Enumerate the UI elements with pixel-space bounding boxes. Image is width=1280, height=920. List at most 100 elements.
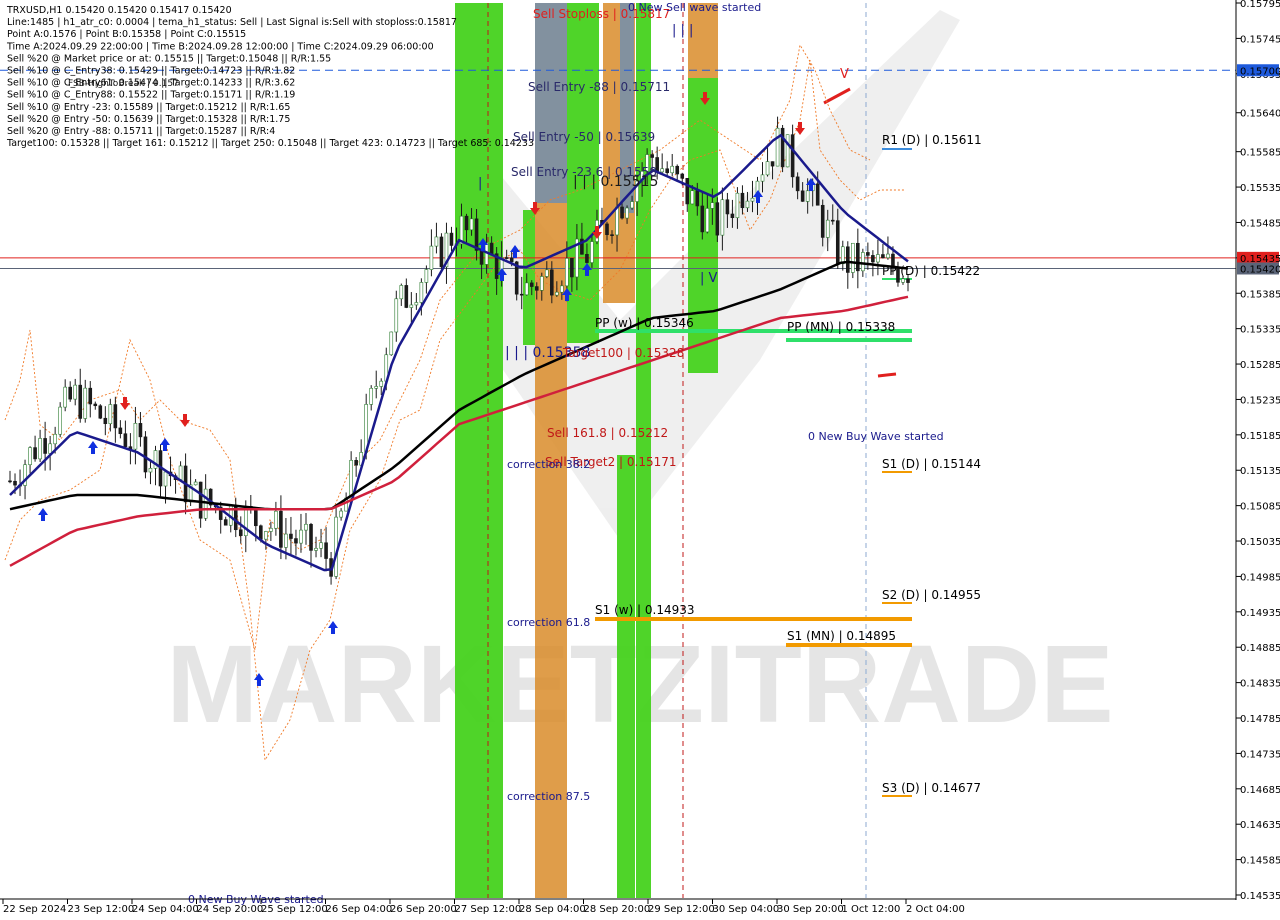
y-tick-label: 0.14635 — [1240, 820, 1280, 831]
candle-body — [354, 460, 358, 466]
candle-body — [580, 238, 584, 255]
candle-body — [469, 218, 474, 231]
candle-body — [805, 190, 810, 202]
candle-body — [339, 510, 343, 518]
info-panel: TRXUSD,H1 0.15420 0.15420 0.15417 0.1542… — [6, 5, 534, 149]
candle-body — [790, 134, 795, 178]
label-pp-daily: PP (D) | 0.15422 — [882, 264, 980, 278]
candle-body — [439, 236, 444, 268]
candle-body — [73, 384, 78, 400]
candle-body — [514, 261, 519, 295]
candle-body — [660, 168, 664, 173]
x-tick-label: 26 Sep 04:00 — [326, 904, 393, 915]
y-tick-label: 0.15185 — [1240, 431, 1280, 442]
candle-body — [886, 253, 890, 259]
x-tick-label: 27 Sep 12:00 — [455, 904, 522, 915]
annotations: Sell Stoploss | 0.15817 0 New Sell wave … — [68, 1, 944, 906]
candle-body — [369, 387, 374, 405]
info-line: Time A:2024.09.29 22:00:00 | Time B:2024… — [6, 41, 434, 52]
x-tick-label: 2 Oct 04:00 — [906, 904, 965, 915]
candle-body — [800, 190, 805, 202]
y-tick-label: 0.15795 — [1240, 0, 1280, 10]
candle-body — [414, 302, 419, 306]
candle-body — [544, 269, 549, 277]
x-tick-label: 29 Sep 12:00 — [648, 904, 715, 915]
x-tick-label: 30 Sep 20:00 — [777, 904, 844, 915]
y-tick-label: 0.15235 — [1240, 395, 1280, 406]
candle-body — [575, 238, 579, 278]
candle-body — [560, 285, 564, 293]
candle-body — [93, 403, 98, 407]
candle-body — [424, 269, 429, 283]
red-marker-low — [877, 372, 897, 378]
candle-body — [98, 405, 103, 419]
candle-body — [479, 250, 484, 265]
candle-body — [163, 471, 168, 487]
candle-body — [33, 447, 37, 460]
y-tick-label: 0.15135 — [1240, 466, 1280, 477]
info-line: Sell %20 @ Entry -88: 0.15711 || Target:… — [7, 126, 275, 137]
candle-body — [685, 177, 690, 205]
y-tick-label: 0.15385 — [1240, 289, 1280, 300]
candle-body — [243, 506, 248, 536]
ann-i: | — [478, 176, 482, 191]
candle-body — [48, 443, 52, 454]
candle-body — [785, 134, 790, 168]
candle-body — [605, 223, 609, 235]
ann-correction-87: correction 87.5 — [507, 790, 590, 803]
candle-body — [259, 525, 263, 540]
ann-correction-38: correction 38.2 — [507, 458, 590, 471]
candle-body — [620, 206, 624, 219]
candle-body — [529, 282, 534, 287]
candle-body — [133, 423, 138, 450]
info-line: Line:1485 | h1_atr_c0: 0.0004 | tema_h1_… — [7, 17, 457, 28]
x-tick-label: 28 Sep 04:00 — [519, 904, 586, 915]
candle-body — [123, 433, 128, 447]
candle-body — [279, 510, 283, 548]
ann-iii: | | | — [672, 23, 693, 38]
zones — [455, 3, 718, 898]
candle-body — [615, 206, 619, 236]
info-line: Sell %10 @ C_Entry88: 0.15522 || Target:… — [7, 90, 295, 101]
candle-body — [851, 242, 855, 273]
ann-new-sell-wave: 0 New Sell wave started — [628, 1, 761, 14]
price-marker-label: 0.15700 — [1240, 66, 1280, 77]
candle-body — [68, 386, 73, 400]
y-tick-label: 0.15640 — [1240, 109, 1280, 120]
candle-body — [534, 286, 539, 291]
candle-body — [690, 190, 695, 205]
candle-body — [539, 276, 544, 291]
candle-body — [178, 465, 183, 480]
candle-body — [434, 236, 439, 247]
candle-body — [550, 269, 554, 296]
ann-sell-stoploss: Sell Stoploss | 0.15817 — [533, 7, 670, 21]
y-tick-label: 0.15585 — [1240, 148, 1280, 159]
candle-body — [856, 242, 860, 272]
candle-body — [379, 380, 384, 387]
info-line: Point A:0.1576 | Point B:0.15358 | Point… — [7, 29, 246, 40]
y-tick-label: 0.14735 — [1240, 749, 1280, 760]
label-s1-weekly: S1 (w) | 0.14933 — [595, 603, 695, 617]
candle-body — [780, 127, 785, 168]
candle-body — [555, 291, 559, 296]
candle-body — [565, 258, 569, 287]
candle-body — [770, 161, 775, 167]
candle-body — [489, 242, 494, 255]
y-tick-label: 0.15535 — [1240, 183, 1280, 194]
candle-body — [449, 232, 454, 246]
candle-body — [13, 480, 17, 486]
candle-body — [504, 257, 509, 259]
ann-c-level: | | | 0.15515 — [573, 174, 658, 190]
candle-body — [58, 406, 62, 435]
candle-body — [284, 533, 288, 548]
candle-body — [254, 508, 258, 527]
candle-body — [695, 190, 700, 207]
candle-body — [389, 331, 394, 356]
y-tick-label: 0.14935 — [1240, 608, 1280, 619]
candle-body — [720, 199, 725, 236]
candle-body — [820, 204, 825, 238]
price-axis[interactable]: 0.157950.157450.156950.156400.155850.155… — [1235, 0, 1280, 902]
candle-body — [289, 533, 293, 539]
